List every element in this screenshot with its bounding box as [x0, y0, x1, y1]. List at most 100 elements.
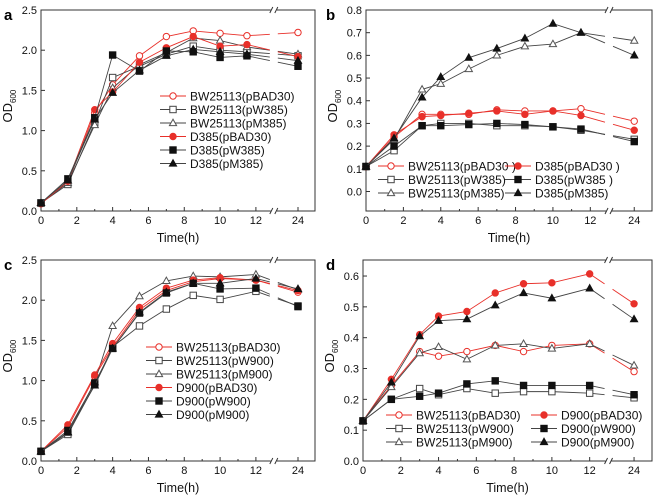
x-tick-label: 12 [250, 215, 262, 227]
data-point [519, 288, 529, 297]
y-tick-label: 0.0 [22, 206, 37, 218]
legend-item: BW25113(pBAD30) [386, 409, 521, 423]
data-point [463, 380, 471, 388]
x-tick-label: 6 [145, 465, 151, 477]
data-point [493, 107, 501, 115]
data-point [521, 110, 529, 119]
legend-item: BW25113(pW385) [378, 173, 506, 187]
axis-break-mark [609, 207, 614, 215]
x-tick-label: 4 [110, 215, 116, 227]
data-point [418, 121, 426, 130]
legend-marker-filled-square-icon [169, 146, 177, 154]
x-tick-label: 4 [110, 465, 116, 477]
data-point [135, 322, 144, 330]
y-tick-label: 0.3 [344, 364, 359, 376]
legend-label: D900(pBAD30) [561, 409, 642, 423]
x-tick-label: 4 [435, 465, 441, 477]
legend-label: BW25113(pW900) [416, 422, 514, 436]
data-point [548, 279, 556, 287]
series-line-segment [612, 303, 635, 320]
x-axis-label: Time(h) [157, 481, 200, 495]
x-tick-label: 0 [360, 465, 366, 477]
axis-break-gap [605, 459, 612, 463]
data-point [189, 32, 197, 41]
legend-label: BW25113(pBAD30) [190, 90, 295, 104]
data-point [135, 291, 144, 300]
data-point [108, 51, 117, 59]
series-d900-pm900- [36, 273, 303, 455]
legend-label: BW25113(pM900) [416, 436, 513, 450]
data-point [548, 18, 558, 27]
data-point [492, 43, 502, 52]
x-tick-label: 8 [181, 215, 187, 227]
legend-label: BW25113(pBAD30) [416, 409, 521, 423]
y-tick-label: 2.5 [22, 255, 37, 267]
y-axis-label-main: OD [0, 353, 15, 373]
legend-label: D385(pBAD30) [190, 130, 271, 144]
data-point [386, 382, 396, 391]
y-axis-label: OD600 [0, 89, 18, 122]
legend-item: BW25113(pM900) [146, 368, 273, 382]
legend-item: D385(pBAD30 ) [505, 160, 620, 174]
axis-break-mark [274, 207, 279, 215]
data-point [135, 58, 144, 66]
legend-item: BW25113(pBAD30 ) [378, 160, 516, 174]
legend-label: D385(pM385) [190, 157, 263, 171]
axis-break-mark [609, 6, 614, 14]
data-point [387, 395, 396, 404]
data-point [436, 72, 446, 81]
legend-marker-filled-triangle-icon [168, 158, 178, 167]
data-point [108, 343, 118, 352]
legend-marker-open-triangle-icon [386, 188, 396, 197]
x-tick-label: 8 [512, 215, 518, 227]
data-point [216, 285, 224, 293]
data-point [491, 289, 499, 297]
legend-item: D900(pW900) [146, 395, 251, 409]
series-line-segment [277, 283, 299, 290]
data-point [465, 109, 473, 117]
x-tick-label: 12 [250, 465, 262, 477]
y-tick-label: 0.6 [347, 50, 362, 62]
y-axis-label-subscript: 600 [9, 339, 18, 353]
data-point [465, 120, 473, 129]
data-point [491, 377, 499, 385]
data-point [386, 377, 396, 386]
data-point [135, 65, 144, 74]
data-point [108, 321, 118, 330]
y-tick-label: 0.1 [347, 164, 362, 176]
axis-break-mark [609, 256, 614, 264]
data-point [437, 111, 445, 120]
legend-item: D385(pW385 ) [505, 173, 613, 187]
data-point [63, 175, 73, 184]
x-tick-label: 2 [400, 215, 406, 227]
series-line-segment [612, 354, 635, 366]
legend-marker-open-square-icon [387, 175, 395, 184]
legend-marker-filled-square-icon [540, 424, 548, 433]
data-point [162, 32, 171, 41]
data-point [415, 331, 425, 340]
data-point [548, 381, 556, 390]
series-line [365, 110, 582, 167]
legend-label: D900(pW900) [561, 422, 636, 436]
legend-label: D385(pW385) [190, 144, 265, 158]
series-line [365, 108, 582, 167]
legend-label: BW25113(pW900) [176, 354, 274, 368]
legend-item: BW25113(pBAD30) [146, 341, 281, 355]
legend-marker-filled-triangle-icon [539, 437, 549, 446]
legend: BW25113(pBAD30)BW25113(pW385)BW25113(pM3… [160, 90, 295, 171]
legend-item: D900(pW900) [531, 422, 636, 436]
data-point [576, 27, 586, 36]
data-point [548, 387, 556, 396]
data-point [585, 389, 594, 397]
x-axis-label: Time(h) [157, 231, 200, 245]
y-tick-label: 0.4 [344, 333, 359, 345]
data-point [577, 104, 585, 113]
legend-marker-open-circle-icon [169, 92, 177, 100]
legend-item: D900(pBAD30) [146, 381, 257, 395]
y-tick-label: 0.7 [347, 28, 362, 40]
data-point [519, 381, 528, 390]
data-point [63, 427, 73, 436]
x-tick-label: 8 [181, 465, 187, 477]
data-point [493, 119, 501, 128]
data-point [215, 278, 225, 287]
